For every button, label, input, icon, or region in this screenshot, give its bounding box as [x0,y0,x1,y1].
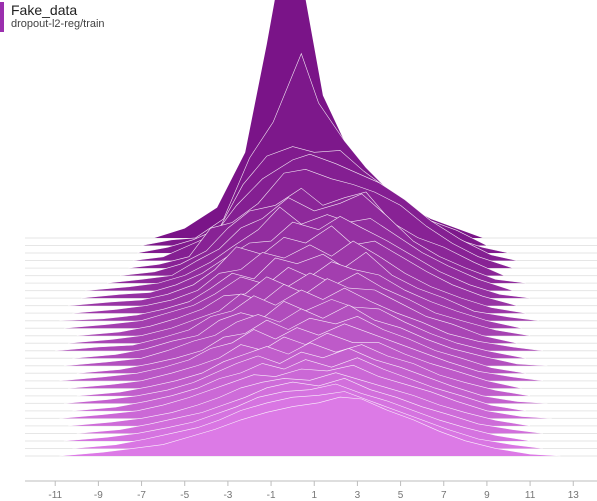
slice-outline [76,272,531,336]
x-tick-label: -11 [48,490,62,501]
histogram-slices [25,0,597,457]
x-tick-label: -1 [267,490,276,501]
slice-outline [68,278,518,344]
slice-outline [63,261,522,329]
slice-outline [76,315,526,374]
slice-outline [85,206,513,291]
slice-outline [72,391,544,449]
card-title: Fake_data [11,2,78,18]
slice-outline [72,357,526,412]
card-header: Fake_data dropout-l2-reg/train [0,0,400,34]
slice-outline [63,347,548,404]
slice-outline [72,299,526,359]
x-tick-label: -3 [223,490,232,501]
slice-outline [68,225,518,306]
slice-outline [59,323,544,382]
slice-area [59,397,561,456]
slice-area [141,53,487,246]
x-tick-label: 1 [311,490,317,501]
slice-outline [59,364,552,419]
run-name: dropout-l2-reg/train [11,18,105,30]
slice-outline [106,193,526,284]
x-axis: -11 -9 -7 -5 -3 -1 1 3 5 7 9 11 13 [25,480,597,501]
histogram-slice [25,396,597,457]
x-tick-label: 11 [525,490,536,501]
slice-outline [68,372,531,427]
x-tick-label: -5 [180,490,189,501]
slice-outline [68,332,522,389]
slice-outline [72,240,526,314]
slice-outline [81,216,531,299]
x-tick-label: 7 [441,490,447,501]
slice-outline [59,251,539,321]
x-tick-label: 3 [355,490,361,501]
slice-outline [76,377,544,434]
x-tick-label: -7 [137,490,146,501]
slice-outline [119,187,505,276]
slice-outline [63,383,531,442]
x-tick-label: 13 [568,490,580,501]
slice-outline [59,396,561,457]
slice-outline [76,342,531,397]
slice-outline [55,287,544,352]
run-color-accent [0,2,4,32]
slice-outline [63,304,548,367]
x-tick-label: 5 [398,490,404,501]
slice-outline [128,168,513,269]
x-tick-label: -9 [94,490,103,501]
x-tick-label: 9 [484,490,490,501]
